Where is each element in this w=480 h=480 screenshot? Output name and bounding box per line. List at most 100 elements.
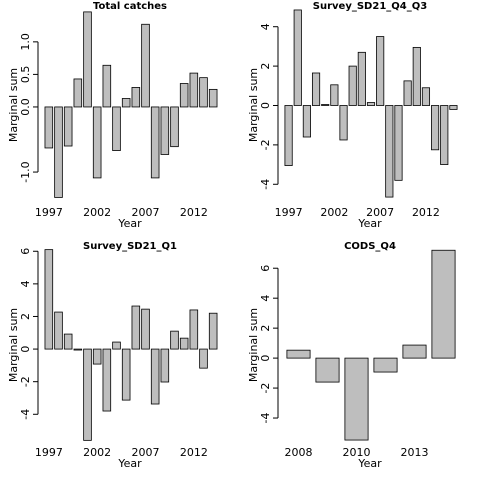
bar	[449, 105, 458, 110]
y-tick-label: 2	[259, 325, 272, 332]
bar	[92, 348, 102, 365]
bar	[385, 105, 394, 198]
y-tick-label: -2	[19, 376, 32, 387]
x-tick-label: 2002	[83, 206, 111, 219]
x-tick-label: 2012	[412, 206, 440, 219]
bar	[315, 357, 340, 383]
bar	[311, 72, 321, 106]
bar	[302, 105, 311, 138]
x-tick-label: 1997	[35, 206, 63, 219]
x-tick-label: 2002	[83, 446, 111, 459]
bar	[339, 105, 348, 141]
x-axis-label: Year	[357, 457, 382, 470]
bar	[373, 357, 398, 373]
bar	[321, 104, 330, 106]
bar	[330, 84, 339, 106]
x-tick-label: 2008	[285, 446, 313, 459]
chart-title: Survey_SD21_Q4_Q3	[313, 1, 427, 12]
bar	[83, 11, 92, 108]
y-tick-label: 0.5	[19, 66, 32, 84]
y-axis-label: Marginal sum	[247, 308, 260, 382]
y-axis-label: Marginal sum	[7, 68, 20, 142]
x-tick-label: 2010	[343, 446, 371, 459]
bar	[366, 102, 376, 106]
bar	[189, 309, 199, 350]
x-axis-label: Year	[117, 457, 142, 470]
y-axis-label: Marginal sum	[7, 308, 20, 382]
bar	[348, 65, 357, 106]
bar	[102, 348, 112, 412]
y-tick-label: 0	[259, 102, 272, 109]
bar	[344, 357, 369, 441]
y-tick-label: -4	[259, 413, 272, 424]
bar	[73, 348, 83, 351]
bar	[44, 106, 54, 149]
bar	[284, 105, 293, 166]
y-tick-label: -2	[259, 139, 272, 150]
bar	[402, 344, 427, 359]
y-tick-label: 6	[259, 265, 272, 272]
y-tick-label: 4	[259, 23, 272, 30]
bar	[170, 330, 179, 350]
y-tick-label: 4	[19, 280, 32, 287]
x-axis-label: Year	[357, 217, 382, 230]
y-tick-label: 1.0	[19, 33, 32, 51]
bar	[170, 106, 179, 148]
bar	[412, 46, 421, 106]
bar	[92, 106, 102, 179]
chart-title: Total catches	[93, 1, 167, 12]
bar	[131, 305, 141, 350]
bar	[44, 249, 54, 350]
bar	[112, 341, 121, 350]
bar	[394, 105, 403, 181]
bar	[179, 83, 189, 108]
x-tick-label: 2007	[132, 206, 160, 219]
y-tick-label: 0.0	[19, 98, 32, 116]
bar	[199, 348, 208, 369]
x-tick-label: 1997	[35, 446, 63, 459]
bar	[179, 337, 189, 350]
bar	[160, 348, 170, 383]
y-tick-label: 4	[259, 295, 272, 302]
y-tick-label: 2	[19, 313, 32, 320]
y-tick-label: -1.0	[19, 161, 32, 182]
x-tick-label: 2002	[320, 206, 348, 219]
bar	[112, 106, 121, 151]
bar	[131, 87, 141, 108]
bar	[431, 249, 456, 359]
y-tick-label: -2	[259, 383, 272, 394]
bar	[102, 64, 112, 108]
bar	[376, 36, 385, 106]
bar	[189, 72, 199, 108]
x-tick-label: 2007	[132, 446, 160, 459]
x-axis-label: Year	[117, 217, 142, 230]
bar	[141, 23, 150, 108]
bar	[440, 105, 449, 165]
bar	[150, 348, 160, 405]
chart-title: CODS_Q4	[344, 241, 396, 252]
y-tick-label: 0	[19, 346, 32, 353]
bar	[54, 106, 63, 198]
bar	[286, 349, 311, 359]
bar	[73, 78, 83, 108]
bar	[208, 312, 218, 350]
chart-title: Survey_SD21_Q1	[83, 241, 177, 252]
y-tick-label: 0	[259, 355, 272, 362]
bar	[121, 348, 131, 401]
x-tick-label: 2012	[180, 446, 208, 459]
bar	[54, 311, 63, 350]
bar	[121, 98, 131, 108]
bar	[208, 88, 218, 108]
bar	[403, 80, 412, 106]
bar	[421, 87, 431, 106]
y-tick-label: -4	[259, 179, 272, 190]
bar	[199, 77, 208, 108]
y-tick-label: -4	[19, 409, 32, 420]
bar	[63, 106, 73, 147]
bar	[357, 51, 366, 106]
bar	[141, 308, 150, 350]
y-axis-label: Marginal sum	[247, 68, 260, 142]
bar	[63, 333, 73, 350]
bar	[431, 105, 440, 151]
